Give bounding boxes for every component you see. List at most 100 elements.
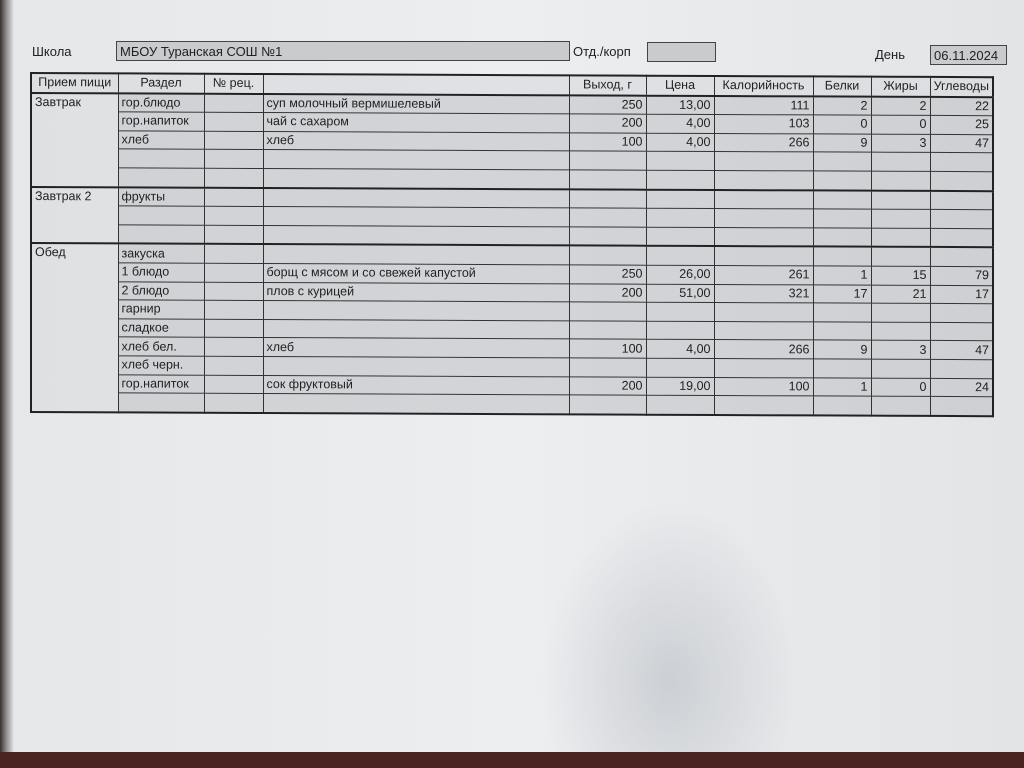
yield-cell <box>569 301 646 321</box>
price-cell <box>646 320 714 340</box>
price-cell <box>646 208 714 228</box>
calories-cell <box>714 395 813 416</box>
calories-cell <box>714 170 813 190</box>
dish-cell: хлеб <box>263 131 569 152</box>
protein-cell: 9 <box>813 133 871 153</box>
protein-cell <box>813 170 871 191</box>
fat-cell: 15 <box>871 266 930 285</box>
calories-cell <box>714 189 813 210</box>
protein-cell <box>813 358 871 378</box>
section-cell <box>118 224 204 245</box>
meal-name: Завтрак <box>31 92 118 187</box>
calories-cell <box>714 227 813 247</box>
calories-cell <box>714 302 813 322</box>
yield-cell <box>569 245 646 266</box>
yield-cell <box>569 169 646 190</box>
protein-cell <box>813 152 871 172</box>
dish-cell <box>263 356 569 377</box>
section-cell <box>118 392 204 413</box>
recipe-cell <box>204 112 263 132</box>
calories-cell <box>714 321 813 341</box>
section-cell: 1 блюдо <box>118 262 204 282</box>
dept-label: Отд./корп <box>573 44 631 59</box>
yield-cell: 200 <box>569 376 646 396</box>
recipe-cell <box>204 206 263 226</box>
price-cell <box>646 170 714 190</box>
price-cell: 19,00 <box>646 376 714 396</box>
meal-name: Завтрак 2 <box>31 186 118 244</box>
carbs-cell: 47 <box>930 340 993 360</box>
section-cell: гор.напиток <box>118 374 204 394</box>
price-cell: 13,00 <box>646 95 714 115</box>
calories-cell <box>714 208 813 228</box>
carbs-cell: 22 <box>930 96 993 116</box>
dish-cell: суп молочный вермишелевый <box>263 93 569 115</box>
price-cell <box>646 226 714 247</box>
fat-cell <box>871 359 930 378</box>
price-cell <box>646 395 714 415</box>
section-cell: сладкое <box>118 318 204 338</box>
section-cell: хлеб <box>118 130 204 150</box>
table-surface <box>0 752 1024 768</box>
dept-field <box>647 42 716 62</box>
column-header: Выход, г <box>569 75 646 96</box>
price-cell <box>646 302 714 322</box>
calories-cell <box>714 246 813 266</box>
yield-cell: 200 <box>569 283 646 303</box>
carbs-cell: 17 <box>930 284 993 304</box>
yield-cell <box>569 394 646 415</box>
protein-cell: 2 <box>813 96 871 116</box>
protein-cell: 0 <box>813 115 871 134</box>
price-cell: 26,00 <box>646 265 714 285</box>
dish-cell: борщ с мясом и со свежей капустой <box>263 263 569 284</box>
section-cell: гарнир <box>118 300 204 319</box>
calories-cell: 103 <box>714 114 813 134</box>
dish-cell <box>263 149 569 170</box>
protein-cell: 1 <box>813 377 871 397</box>
yield-cell: 250 <box>569 264 646 284</box>
carbs-cell <box>930 396 993 416</box>
calories-cell: 100 <box>714 376 813 397</box>
carbs-cell <box>930 359 993 379</box>
column-header: Калорийность <box>714 75 813 97</box>
calories-cell: 261 <box>714 265 813 285</box>
section-cell: хлеб черн. <box>118 355 204 375</box>
protein-cell: 17 <box>813 284 871 304</box>
recipe-cell <box>204 93 263 113</box>
price-cell <box>646 189 714 209</box>
dish-cell: хлеб <box>263 337 569 358</box>
fat-cell: 3 <box>871 340 930 360</box>
recipe-cell <box>204 318 263 338</box>
price-cell <box>646 151 714 171</box>
yield-cell: 100 <box>569 132 646 152</box>
recipe-cell <box>204 300 263 320</box>
table-row <box>31 392 993 416</box>
recipe-cell <box>204 356 263 376</box>
day-field: 06.11.2024 <box>930 45 1007 65</box>
yield-cell <box>569 226 646 247</box>
column-header: Углеводы <box>930 76 993 97</box>
fat-cell <box>871 171 930 191</box>
fat-cell <box>871 152 930 172</box>
section-cell: гор.блюдо <box>118 92 204 113</box>
dish-cell <box>263 206 569 227</box>
dish-cell: сок фруктовый <box>263 375 569 395</box>
recipe-cell <box>204 168 263 188</box>
price-cell: 4,00 <box>646 114 714 134</box>
carbs-cell: 25 <box>930 115 993 135</box>
column-header: Прием пищи <box>31 73 118 93</box>
carbs-cell <box>930 247 993 267</box>
fat-cell <box>871 396 930 416</box>
price-cell <box>646 246 714 266</box>
fat-cell <box>871 321 930 341</box>
calories-cell: 266 <box>714 339 813 359</box>
section-cell: 2 блюдо <box>118 281 204 301</box>
fat-cell: 2 <box>871 96 930 116</box>
fat-cell: 3 <box>871 133 930 153</box>
carbs-cell: 79 <box>930 266 993 286</box>
menu-table: Прием пищи Раздел № рец. Выход, г Цена Калори… <box>30 72 994 417</box>
dish-cell <box>263 300 569 321</box>
photo-shadow <box>540 500 800 760</box>
price-cell: 51,00 <box>646 283 714 303</box>
yield-cell <box>569 320 646 340</box>
